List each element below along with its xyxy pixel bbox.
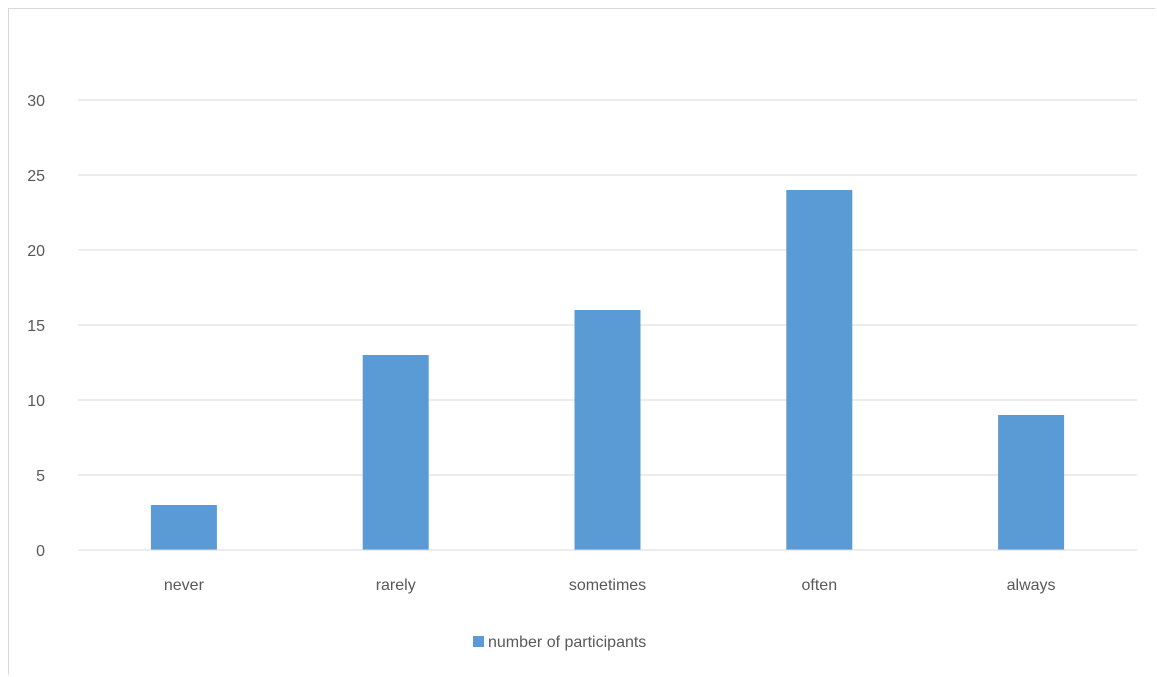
- legend-label: number of participants: [488, 634, 646, 651]
- y-tick-label: 15: [27, 318, 45, 335]
- bar-sometimes: [574, 310, 641, 550]
- x-tick-label: often: [802, 577, 838, 594]
- legend: number of participants: [473, 634, 646, 651]
- bars: [150, 190, 1065, 550]
- bar-never: [150, 505, 217, 550]
- y-tick-label: 10: [27, 393, 45, 410]
- x-axis-tick-labels: never rarely sometimes often always: [164, 577, 1056, 594]
- y-axis-tick-labels: 0 5 10 15 20 25 30: [27, 93, 45, 560]
- y-tick-label: 5: [36, 468, 45, 485]
- x-tick-label: never: [164, 577, 205, 594]
- y-tick-label: 25: [27, 168, 45, 185]
- y-tick-label: 0: [36, 543, 45, 560]
- x-tick-label: rarely: [376, 577, 416, 594]
- x-tick-label: sometimes: [569, 577, 646, 594]
- bar-often: [786, 190, 853, 550]
- x-tick-label: always: [1007, 577, 1056, 594]
- legend-swatch: [473, 636, 484, 647]
- bar-always: [998, 415, 1065, 550]
- y-tick-label: 30: [27, 93, 45, 110]
- y-tick-label: 20: [27, 243, 45, 260]
- bar-rarely: [362, 355, 429, 550]
